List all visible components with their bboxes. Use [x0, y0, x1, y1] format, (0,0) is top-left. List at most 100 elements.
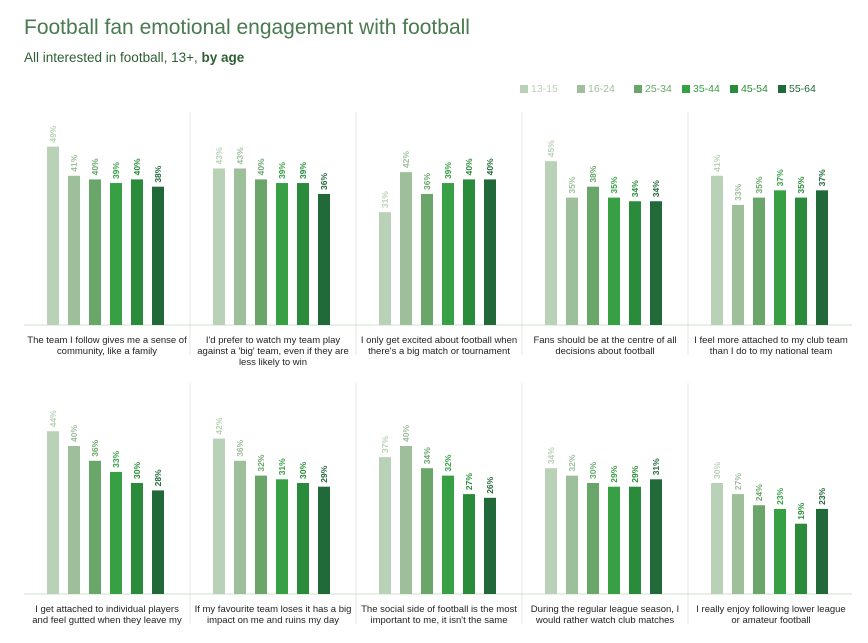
category-label: community, like a family: [57, 346, 157, 357]
bar: [68, 175, 80, 325]
data-label: 40%: [464, 158, 474, 175]
category-label: would rather watch club matches: [535, 615, 675, 626]
category-label: If my favourite team loses it has a big: [195, 604, 352, 615]
bar: [442, 475, 454, 594]
bar: [545, 161, 557, 325]
bar: [732, 494, 744, 594]
legend-label: 25-34: [645, 83, 672, 95]
bar: [131, 483, 143, 594]
bar: [711, 175, 723, 325]
data-label: 45%: [546, 140, 556, 157]
data-label: 43%: [214, 147, 224, 164]
data-label: 28%: [153, 469, 163, 486]
category-label: During the regular league season, I: [531, 604, 679, 615]
data-label: 31%: [651, 458, 661, 475]
bar: [753, 505, 765, 594]
data-label: 27%: [733, 473, 743, 490]
data-label: 36%: [422, 173, 432, 190]
data-label: 39%: [277, 162, 287, 179]
data-label: 30%: [132, 462, 142, 479]
bar: [400, 172, 412, 325]
data-label: 41%: [69, 154, 79, 171]
bar: [629, 201, 641, 325]
bar: [816, 508, 828, 594]
bar: [213, 438, 225, 594]
data-label: 32%: [567, 454, 577, 471]
legend-label: 16-24: [588, 83, 615, 95]
legend-swatch: [634, 85, 642, 93]
bar: [545, 468, 557, 594]
bar: [566, 475, 578, 594]
data-label: 37%: [817, 169, 827, 186]
data-label: 36%: [235, 439, 245, 456]
bar: [608, 197, 620, 325]
data-label: 29%: [609, 465, 619, 482]
legend-label: 35-44: [693, 83, 720, 95]
bar: [379, 457, 391, 594]
bar: [47, 431, 59, 594]
bar: [816, 190, 828, 325]
data-label: 37%: [775, 169, 785, 186]
category-label: impact on me and ruins my day: [207, 615, 339, 626]
bar: [318, 193, 330, 325]
data-label: 34%: [546, 447, 556, 464]
data-label: 35%: [796, 176, 806, 193]
data-label: 27%: [464, 473, 474, 490]
data-label: 49%: [48, 125, 58, 142]
bar: [484, 497, 496, 594]
data-label: 37%: [380, 436, 390, 453]
bar: [774, 190, 786, 325]
data-label: 30%: [588, 462, 598, 479]
bar: [442, 183, 454, 325]
bar: [213, 168, 225, 325]
category-label: and feel gutted when they leave my: [32, 615, 182, 626]
legend-label: 55-64: [789, 83, 816, 95]
category-label: than I do to my national team: [710, 346, 833, 357]
bar: [47, 146, 59, 325]
data-label: 38%: [153, 165, 163, 182]
bar: [89, 179, 101, 325]
data-label: 19%: [796, 502, 806, 519]
legend-swatch: [730, 85, 738, 93]
bar: [650, 479, 662, 594]
bar: [629, 486, 641, 594]
category-label: there's a big match or tournament: [368, 346, 510, 357]
bar: [276, 183, 288, 325]
category-label: I get attached to individual players: [35, 604, 179, 615]
data-label: 44%: [48, 410, 58, 427]
data-label: 32%: [256, 454, 266, 471]
subtitle-bold-text: by age: [201, 50, 245, 65]
bar: [795, 523, 807, 594]
category-label: I'd prefer to watch my team play: [206, 335, 341, 346]
category-label: against a 'big' team, even if they are: [197, 346, 349, 357]
bar: [152, 490, 164, 594]
bar: [608, 486, 620, 594]
bar: [234, 168, 246, 325]
bar: [732, 204, 744, 325]
data-label: 30%: [712, 462, 722, 479]
data-label: 33%: [733, 183, 743, 200]
legend-swatch: [682, 85, 690, 93]
bar: [297, 183, 309, 325]
bar: [379, 212, 391, 325]
bar: [650, 201, 662, 325]
data-label: 36%: [319, 173, 329, 190]
data-label: 42%: [214, 417, 224, 434]
bar: [587, 186, 599, 325]
chart-subtitle: All interested in football, 13+, by age: [24, 50, 244, 65]
category-label: I really enjoy following lower league: [696, 604, 845, 615]
data-label: 35%: [609, 176, 619, 193]
data-label: 40%: [90, 158, 100, 175]
data-label: 31%: [277, 458, 287, 475]
data-label: 40%: [132, 158, 142, 175]
data-label: 40%: [256, 158, 266, 175]
data-label: 36%: [90, 439, 100, 456]
data-label: 29%: [319, 465, 329, 482]
bar: [463, 494, 475, 594]
bar: [400, 446, 412, 594]
data-label: 42%: [401, 151, 411, 168]
bar: [795, 197, 807, 325]
data-label: 39%: [443, 162, 453, 179]
data-label: 41%: [712, 154, 722, 171]
